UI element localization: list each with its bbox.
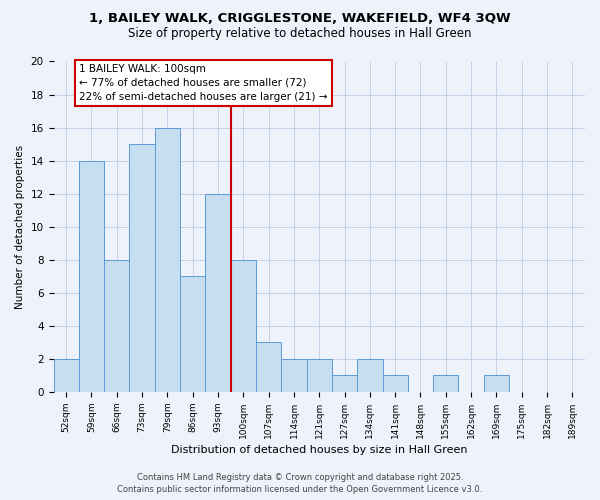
Bar — [155, 128, 180, 392]
Text: 1, BAILEY WALK, CRIGGLESTONE, WAKEFIELD, WF4 3QW: 1, BAILEY WALK, CRIGGLESTONE, WAKEFIELD,… — [89, 12, 511, 26]
Bar — [484, 376, 509, 392]
Bar — [230, 260, 256, 392]
Bar — [205, 194, 230, 392]
Bar — [79, 160, 104, 392]
Text: Size of property relative to detached houses in Hall Green: Size of property relative to detached ho… — [128, 26, 472, 40]
Bar — [256, 342, 281, 392]
Bar — [383, 376, 408, 392]
Text: 1 BAILEY WALK: 100sqm
← 77% of detached houses are smaller (72)
22% of semi-deta: 1 BAILEY WALK: 100sqm ← 77% of detached … — [79, 64, 328, 102]
Bar — [332, 376, 357, 392]
Bar — [433, 376, 458, 392]
Bar — [53, 359, 79, 392]
Bar — [357, 359, 383, 392]
Bar — [281, 359, 307, 392]
Bar — [307, 359, 332, 392]
Bar — [180, 276, 205, 392]
Bar — [104, 260, 130, 392]
Bar — [130, 144, 155, 392]
Y-axis label: Number of detached properties: Number of detached properties — [15, 144, 25, 309]
X-axis label: Distribution of detached houses by size in Hall Green: Distribution of detached houses by size … — [171, 445, 467, 455]
Text: Contains HM Land Registry data © Crown copyright and database right 2025.
Contai: Contains HM Land Registry data © Crown c… — [118, 472, 482, 494]
